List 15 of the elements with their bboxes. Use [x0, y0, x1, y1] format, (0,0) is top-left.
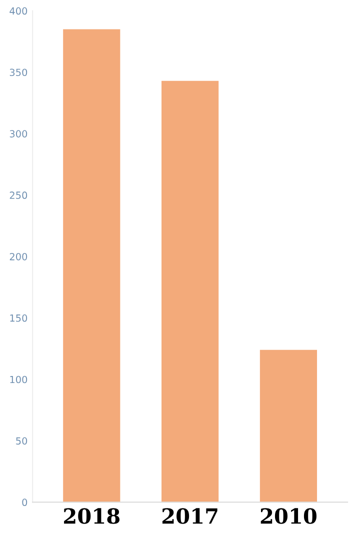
y-tick-label: 0	[22, 498, 28, 506]
y-tick-label: 300	[10, 130, 28, 138]
bar	[260, 350, 318, 502]
y-tick-label: 200	[10, 252, 28, 260]
y-tick-label: 150	[10, 314, 28, 322]
bar	[162, 80, 219, 502]
y-tick-label: 350	[10, 68, 28, 76]
y-tick-label: 50	[16, 437, 28, 445]
y-tick-label: 250	[10, 192, 28, 199]
bar	[63, 29, 120, 502]
y-tick-label: 100	[10, 376, 28, 384]
x-tick-label: 2018	[64, 508, 120, 524]
x-tick-label: 2010	[260, 508, 316, 524]
x-tick-label: 2017	[162, 508, 218, 524]
y-tick-label: 400	[10, 7, 28, 15]
